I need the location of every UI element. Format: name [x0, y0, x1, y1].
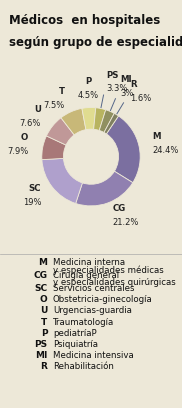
Text: y especialidades quirúrgicas: y especialidades quirúrgicas: [53, 278, 175, 287]
Text: PS: PS: [34, 340, 47, 349]
Text: P: P: [41, 329, 47, 338]
Wedge shape: [106, 116, 140, 183]
Text: 1.6%: 1.6%: [130, 94, 152, 103]
Wedge shape: [82, 108, 96, 130]
Text: U: U: [40, 306, 47, 315]
Text: PS: PS: [106, 71, 119, 80]
Text: y especialidades médicas: y especialidades médicas: [53, 265, 164, 275]
Text: 4.5%: 4.5%: [77, 91, 99, 100]
Text: SC: SC: [34, 284, 47, 293]
Text: 19%: 19%: [23, 197, 41, 206]
Text: MI: MI: [121, 75, 132, 84]
Text: Rehabilitación: Rehabilitación: [53, 362, 114, 371]
Text: T: T: [59, 87, 65, 96]
Text: P: P: [85, 78, 91, 86]
Text: MI: MI: [35, 351, 47, 360]
Text: Médicos  en hospitales: Médicos en hospitales: [9, 14, 160, 27]
Text: 3%: 3%: [121, 89, 134, 98]
Text: O: O: [39, 295, 47, 304]
Wedge shape: [104, 113, 118, 134]
Text: M: M: [153, 132, 161, 141]
Text: Cirugía general: Cirugía general: [53, 271, 119, 280]
Wedge shape: [42, 136, 66, 160]
Text: según grupo de especialidad: según grupo de especialidad: [9, 36, 182, 49]
Text: Traumatología: Traumatología: [53, 317, 114, 326]
Text: 7.9%: 7.9%: [7, 147, 28, 156]
Text: U: U: [34, 105, 41, 114]
Text: 24.4%: 24.4%: [153, 146, 179, 155]
Text: T: T: [41, 317, 47, 326]
Text: Obstetricia-ginecología: Obstetricia-ginecología: [53, 295, 153, 304]
Text: Medicina interna: Medicina interna: [53, 258, 125, 267]
Wedge shape: [46, 118, 74, 145]
Text: Servicios centrales: Servicios centrales: [53, 284, 134, 293]
Text: 7.6%: 7.6%: [20, 119, 41, 128]
Wedge shape: [94, 108, 106, 131]
Text: 3.3%: 3.3%: [106, 84, 128, 93]
Wedge shape: [42, 158, 82, 204]
Text: CG: CG: [112, 204, 126, 213]
Text: Medicina intensiva: Medicina intensiva: [53, 351, 134, 360]
Wedge shape: [61, 109, 86, 135]
Text: CG: CG: [33, 271, 47, 280]
Text: R: R: [130, 80, 137, 89]
Wedge shape: [99, 110, 114, 133]
Text: R: R: [40, 362, 47, 371]
Text: Urgencias-guardia: Urgencias-guardia: [53, 306, 132, 315]
Text: pediatríaP: pediatríaP: [53, 329, 96, 338]
Text: M: M: [38, 258, 47, 267]
Text: 7.5%: 7.5%: [44, 101, 65, 110]
Text: O: O: [21, 133, 28, 142]
Text: 21.2%: 21.2%: [112, 218, 139, 227]
Text: Psiquiatría: Psiquiatría: [53, 340, 98, 349]
Text: SC: SC: [29, 184, 41, 193]
Wedge shape: [76, 171, 133, 206]
